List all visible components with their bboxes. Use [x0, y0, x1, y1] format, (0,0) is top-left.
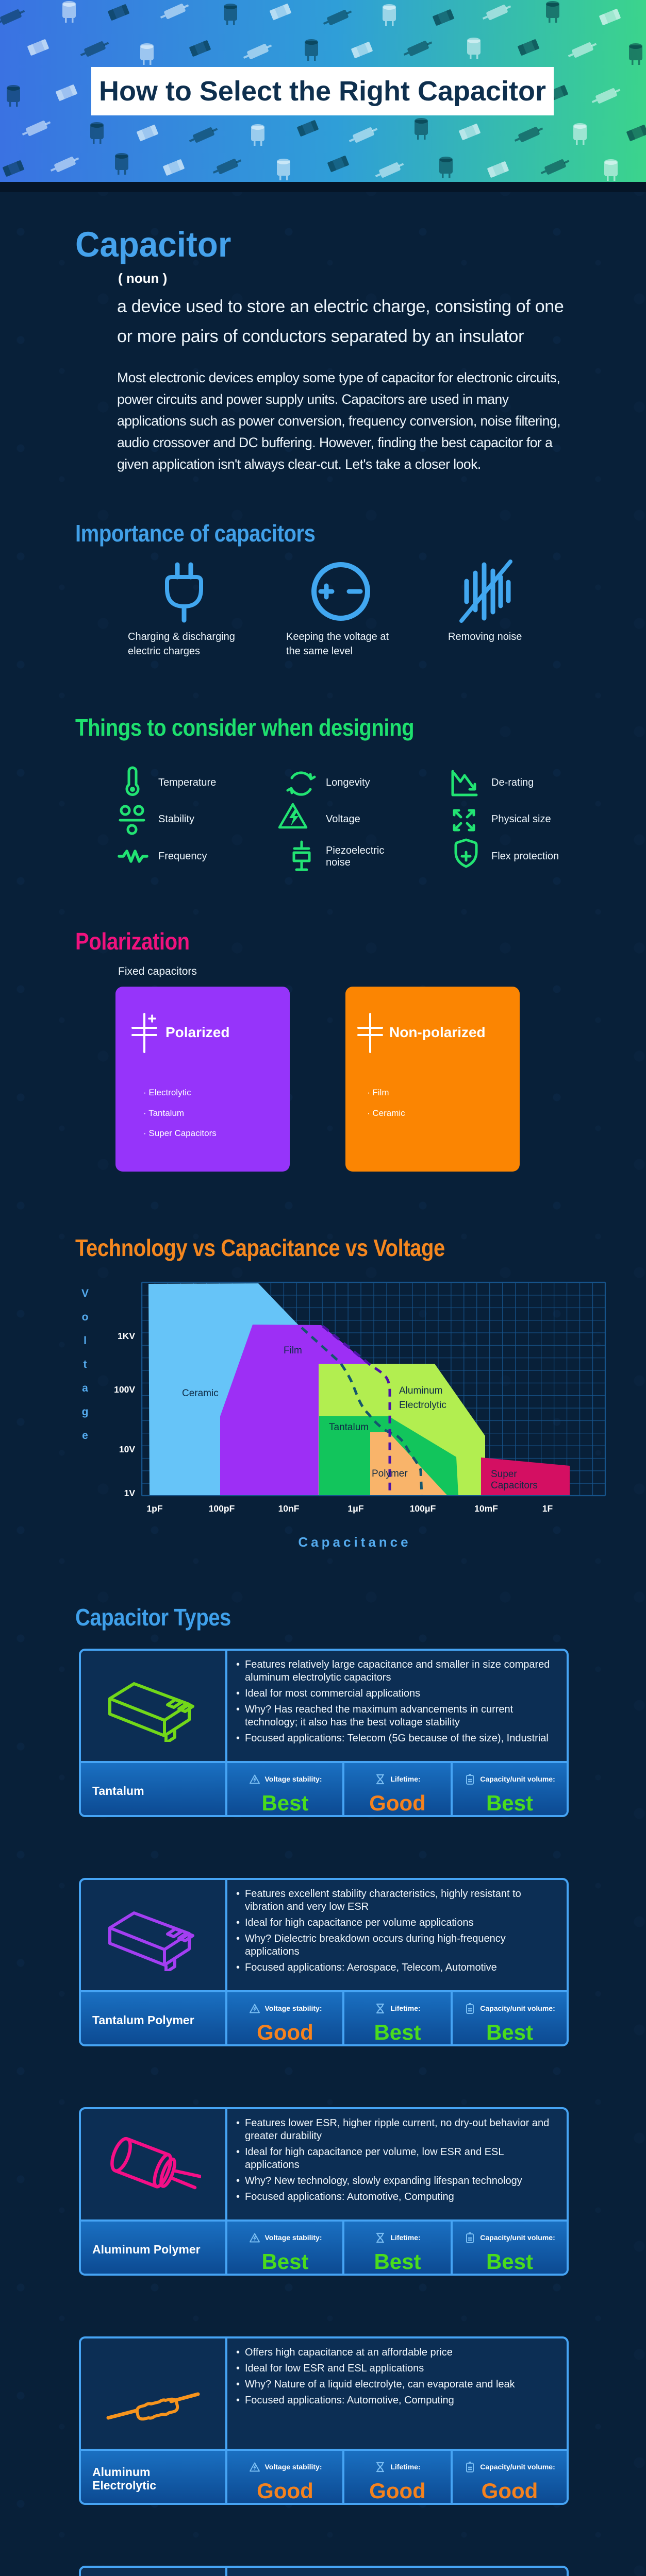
svg-text:1pF: 1pF — [146, 1503, 162, 1514]
svg-text:Super: Super — [491, 1469, 517, 1480]
svg-text:Capacitance: Capacitance — [298, 1534, 411, 1550]
svg-text:100μF: 100μF — [410, 1503, 436, 1514]
svg-text:Aluminum: Aluminum — [399, 1385, 442, 1396]
svg-text:10nF: 10nF — [278, 1503, 300, 1514]
svg-text:Tantalum: Tantalum — [329, 1422, 369, 1433]
svg-text:V: V — [81, 1287, 89, 1299]
svg-text:a: a — [82, 1382, 88, 1394]
svg-text:1V: 1V — [124, 1488, 136, 1498]
svg-text:o: o — [82, 1311, 89, 1323]
svg-text:100V: 100V — [114, 1384, 135, 1395]
svg-text:10mF: 10mF — [474, 1503, 498, 1514]
svg-text:g: g — [82, 1406, 89, 1418]
svg-text:1F: 1F — [542, 1503, 553, 1514]
svg-text:1μF: 1μF — [347, 1503, 363, 1514]
svg-text:l: l — [84, 1335, 87, 1347]
svg-text:Polymer: Polymer — [372, 1468, 408, 1479]
svg-text:Capacitors: Capacitors — [491, 1480, 538, 1491]
svg-text:Electrolytic: Electrolytic — [399, 1400, 446, 1411]
svg-text:1KV: 1KV — [118, 1331, 135, 1341]
svg-text:Ceramic: Ceramic — [182, 1388, 219, 1399]
svg-text:Film: Film — [284, 1345, 302, 1356]
svg-text:10V: 10V — [119, 1444, 135, 1454]
svg-text:100pF: 100pF — [209, 1503, 235, 1514]
svg-text:e: e — [82, 1430, 88, 1442]
svg-text:t: t — [84, 1359, 87, 1370]
